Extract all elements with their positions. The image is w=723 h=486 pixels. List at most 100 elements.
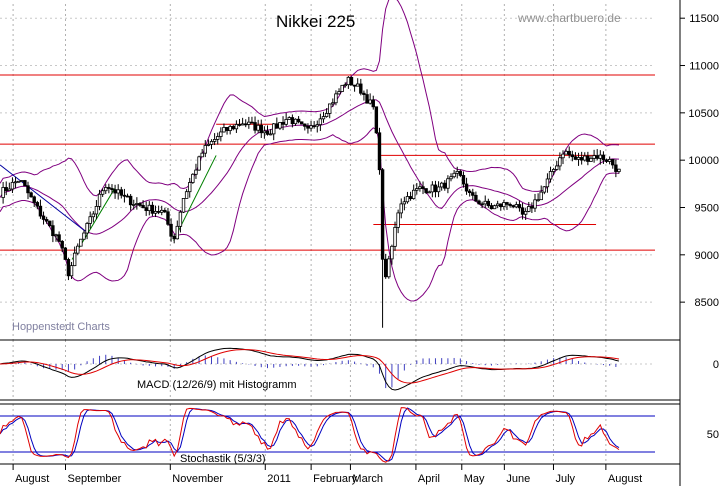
candle-body <box>449 176 453 180</box>
candle-body <box>253 122 257 131</box>
candle-body <box>567 150 571 156</box>
candle-body <box>604 159 609 162</box>
candle-body <box>446 178 450 189</box>
candle-body <box>324 113 329 117</box>
candle-body <box>340 84 344 92</box>
candle-body <box>551 169 556 172</box>
candle-body <box>275 123 279 129</box>
candle-body <box>570 154 575 158</box>
stochastic-label: Stochastik (5/3/3) <box>180 453 266 465</box>
candle-body <box>499 203 503 208</box>
candle-body <box>125 195 130 198</box>
candle-body <box>191 173 195 183</box>
candle-body <box>23 180 27 187</box>
candle-body <box>287 117 291 120</box>
candle-body <box>97 193 102 207</box>
candle-body <box>44 219 49 222</box>
candle-body <box>359 83 363 94</box>
candle-body <box>430 184 435 193</box>
candle-body <box>433 184 438 193</box>
candle-body <box>41 215 46 220</box>
candle-body <box>290 117 295 125</box>
candle-body <box>611 158 615 166</box>
candle-body <box>29 192 33 198</box>
candle-body <box>418 186 422 189</box>
candle-body <box>439 182 444 188</box>
y-tick-label: 11500 <box>689 13 719 25</box>
candle-body <box>346 76 351 86</box>
candle-body <box>523 210 528 215</box>
candle-body <box>4 187 8 191</box>
candle-body <box>85 223 89 234</box>
candle-body <box>387 258 391 278</box>
candle-body <box>278 122 282 129</box>
candle-body <box>502 202 506 208</box>
candle-body <box>467 190 472 194</box>
candle-body <box>20 180 24 182</box>
candle-body <box>156 210 161 213</box>
candle-body <box>212 139 217 142</box>
candle-body <box>576 157 581 160</box>
x-tick-label: May <box>464 473 485 485</box>
candle-body <box>380 169 385 260</box>
candle-body <box>175 225 179 240</box>
candle-body <box>303 123 307 127</box>
x-axis: August September November 2011 FebruaryMarch… <box>12 464 642 485</box>
candle-body <box>396 212 400 228</box>
candle-body <box>209 141 214 145</box>
grid-lines <box>0 4 655 464</box>
candle-body <box>128 195 133 206</box>
candle-body <box>548 171 553 180</box>
candle-body <box>110 188 114 191</box>
candle-body <box>306 125 310 129</box>
candle-body <box>614 164 618 172</box>
candle-body <box>315 124 319 127</box>
candle-body <box>296 118 301 123</box>
candle-body <box>178 211 183 227</box>
candle-body <box>309 125 313 129</box>
candle-body <box>262 130 267 134</box>
candle-body <box>256 124 260 131</box>
candle-body <box>51 225 55 237</box>
macd-label: MACD (12/26/9) mit Histogramm <box>137 379 297 391</box>
candle-body <box>592 155 596 159</box>
candle-body <box>234 124 239 130</box>
candle-body <box>352 84 357 87</box>
candle-body <box>259 124 263 134</box>
candle-body <box>318 118 323 126</box>
candle-body <box>38 205 43 217</box>
candle-body <box>169 223 173 237</box>
candle-body <box>508 203 512 206</box>
candle-body <box>424 188 428 193</box>
candle-body <box>505 202 509 205</box>
candle-body <box>300 121 304 125</box>
candle-body <box>60 240 64 249</box>
candle-body <box>122 194 127 197</box>
candle-body <box>240 123 245 126</box>
candle-body <box>107 187 111 189</box>
candle-body <box>486 200 491 206</box>
candle-body <box>558 157 562 167</box>
candle-body <box>250 121 254 124</box>
x-tick-label: July <box>555 473 575 485</box>
candle-body <box>355 83 360 87</box>
candle-body <box>583 155 587 161</box>
candle-body <box>132 204 136 206</box>
x-tick-label: February <box>313 473 358 485</box>
candle-body <box>483 200 487 205</box>
candle-body <box>555 165 559 170</box>
bollinger-upper <box>0 0 620 197</box>
candle-body <box>411 189 416 200</box>
x-tick-label: 2011 <box>267 473 291 485</box>
panel-frames <box>0 0 681 486</box>
candle-body <box>200 152 204 158</box>
candle-body <box>116 189 120 194</box>
candle-body <box>141 205 145 209</box>
candle-body <box>564 150 568 155</box>
candle-body <box>471 192 475 196</box>
source-label: Hoppenstedt Charts <box>12 321 110 333</box>
candle-body <box>477 200 481 205</box>
candle-body <box>153 210 158 214</box>
